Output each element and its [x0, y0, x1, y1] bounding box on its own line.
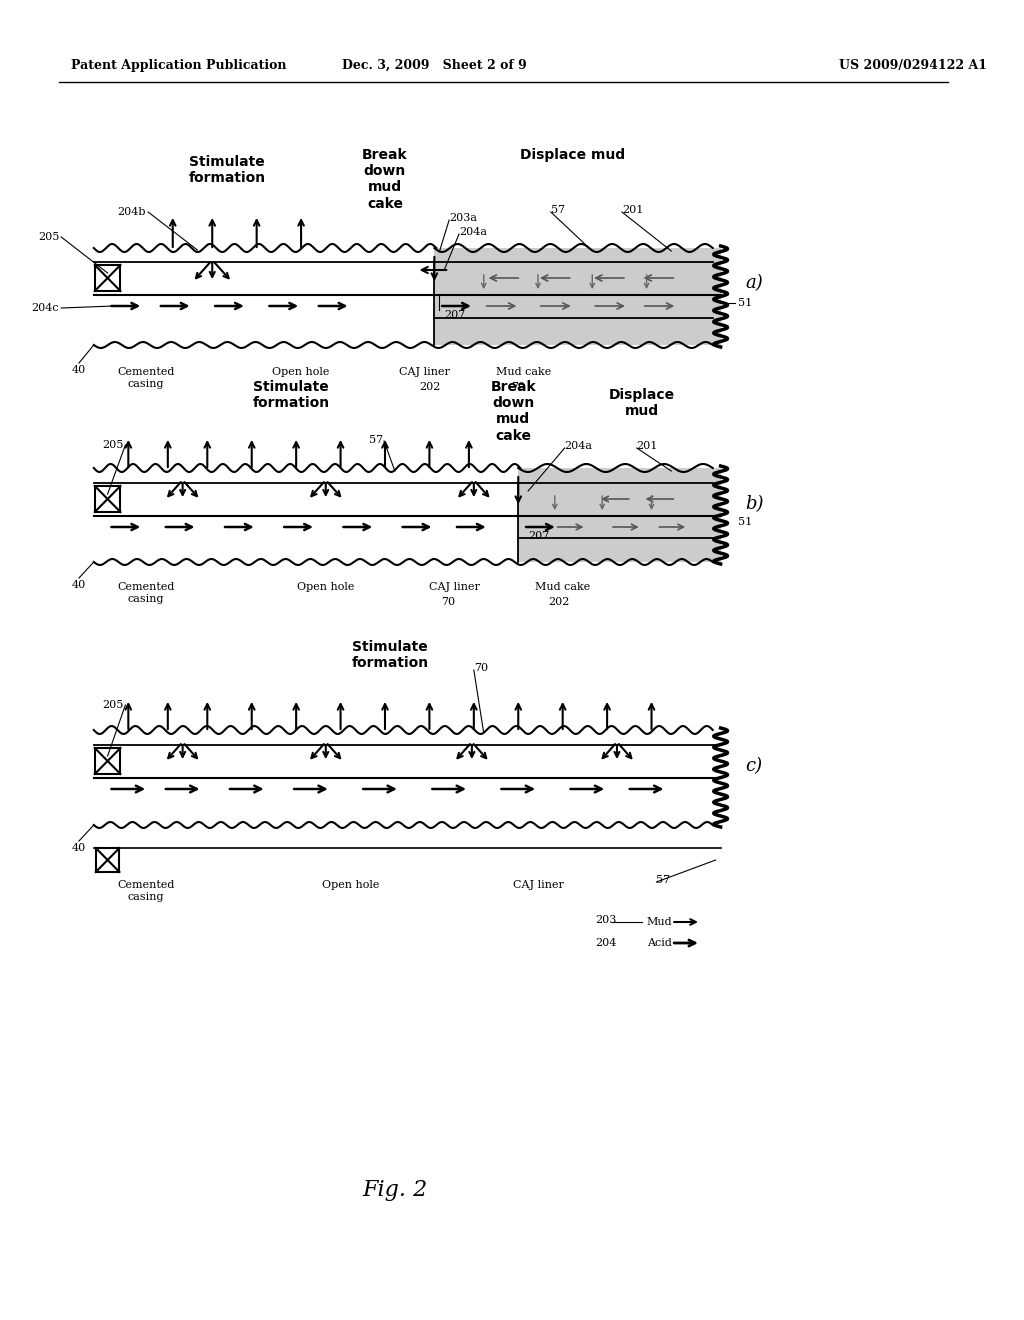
Text: 202: 202 — [420, 381, 441, 392]
Text: Mud: Mud — [646, 917, 672, 927]
Text: Dec. 3, 2009   Sheet 2 of 9: Dec. 3, 2009 Sheet 2 of 9 — [342, 58, 526, 71]
Text: 40: 40 — [72, 366, 86, 375]
Text: 40: 40 — [72, 843, 86, 853]
Text: 204b: 204b — [118, 207, 146, 216]
Text: 203a: 203a — [450, 213, 477, 223]
Text: Displace
mud: Displace mud — [608, 388, 675, 418]
Text: 70: 70 — [511, 381, 525, 392]
Text: 205: 205 — [38, 232, 59, 242]
Bar — [434, 248, 721, 345]
Text: Acid: Acid — [646, 939, 672, 948]
Bar — [95, 486, 121, 512]
Text: CAJ liner: CAJ liner — [429, 582, 479, 591]
Bar — [95, 748, 121, 774]
Text: Mud cake: Mud cake — [496, 367, 551, 378]
Text: 57: 57 — [656, 875, 671, 884]
Bar — [96, 847, 120, 873]
Text: 51: 51 — [738, 517, 753, 527]
Text: 207: 207 — [528, 531, 550, 541]
Text: a): a) — [745, 275, 763, 292]
Bar — [95, 265, 121, 290]
Text: Cemented
casing: Cemented casing — [118, 582, 175, 603]
Text: 70: 70 — [474, 663, 488, 673]
Text: 57: 57 — [551, 205, 565, 215]
Text: c): c) — [745, 756, 763, 775]
Text: Stimulate
formation: Stimulate formation — [253, 380, 330, 411]
Text: Break
down
mud
cake: Break down mud cake — [362, 148, 408, 211]
Text: 201: 201 — [637, 441, 658, 451]
Text: 204a: 204a — [459, 227, 487, 238]
Text: 202: 202 — [548, 597, 569, 607]
Text: Fig. 2: Fig. 2 — [362, 1179, 427, 1201]
Text: 70: 70 — [441, 597, 456, 607]
Text: Cemented
casing: Cemented casing — [118, 367, 175, 388]
Text: 51: 51 — [738, 298, 753, 308]
Text: 207: 207 — [444, 310, 466, 319]
Text: Cemented
casing: Cemented casing — [118, 880, 175, 902]
Text: 204: 204 — [596, 939, 617, 948]
Text: Patent Application Publication: Patent Application Publication — [71, 58, 287, 71]
Text: 203: 203 — [596, 915, 617, 925]
Text: 205: 205 — [102, 700, 124, 710]
Text: Mud cake: Mud cake — [536, 582, 590, 591]
Text: Displace mud: Displace mud — [520, 148, 625, 162]
Text: CAJ liner: CAJ liner — [513, 880, 563, 890]
Text: Open hole: Open hole — [322, 880, 379, 890]
Text: 57: 57 — [369, 436, 383, 445]
Text: b): b) — [745, 495, 764, 513]
Text: 40: 40 — [72, 579, 86, 590]
Text: 201: 201 — [622, 205, 643, 215]
Text: Stimulate
formation: Stimulate formation — [188, 154, 265, 185]
Text: Stimulate
formation: Stimulate formation — [351, 640, 428, 671]
Bar — [518, 469, 721, 562]
Text: 204a: 204a — [564, 441, 593, 451]
Text: Open hole: Open hole — [297, 582, 354, 591]
Text: Break
down
mud
cake: Break down mud cake — [490, 380, 537, 442]
Text: 204c: 204c — [32, 304, 59, 313]
Text: CAJ liner: CAJ liner — [399, 367, 450, 378]
Text: 205: 205 — [102, 440, 124, 450]
Text: Open hole: Open hole — [272, 367, 330, 378]
Text: US 2009/0294122 A1: US 2009/0294122 A1 — [839, 58, 987, 71]
